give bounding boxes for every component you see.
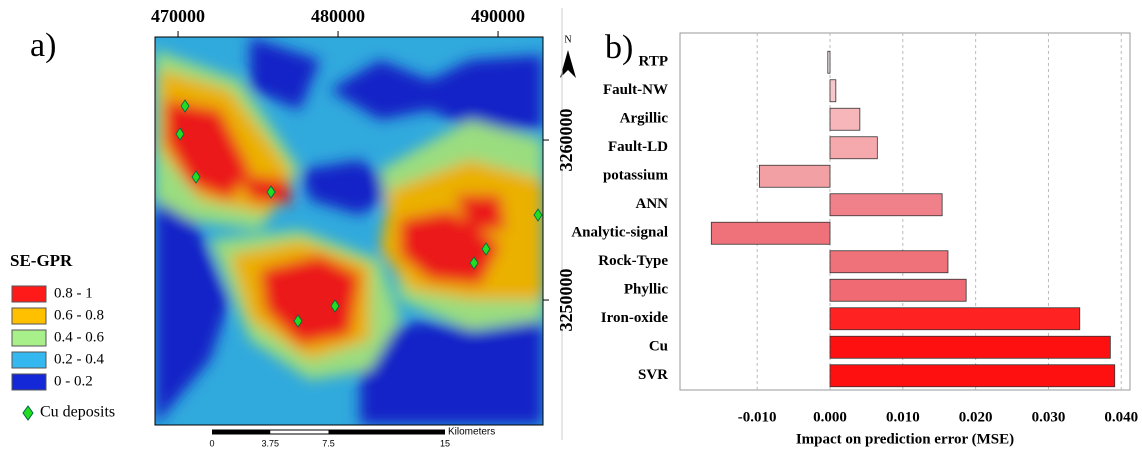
- x-tick-label: 0.010: [886, 409, 920, 425]
- bar: [830, 365, 1115, 387]
- panel-label: a): [30, 27, 56, 64]
- y-tick-label: SVR: [638, 367, 668, 383]
- y-tick-label: potassium: [603, 168, 669, 184]
- map-x-tick-label: 480000: [311, 6, 365, 26]
- x-tick-label: 0.040: [1104, 409, 1138, 425]
- legend-label: 0.8 - 1: [54, 285, 93, 301]
- bar: [830, 80, 836, 102]
- legend-label: 0.6 - 0.8: [54, 307, 104, 323]
- bar: [759, 165, 830, 187]
- x-tick-label: -0.010: [738, 409, 777, 425]
- map-y-tick-label: 3260000: [556, 109, 576, 172]
- bar: [828, 51, 830, 73]
- bar: [830, 194, 942, 216]
- x-tick-label: 0.020: [959, 409, 993, 425]
- legend-swatch: [12, 352, 46, 368]
- map-raster: [155, 37, 543, 425]
- y-tick-label: Fault-LD: [608, 139, 668, 155]
- legend-label: 0.2 - 0.4: [54, 351, 104, 367]
- north-label: N: [564, 34, 571, 45]
- y-tick-label: Fault-NW: [603, 82, 668, 98]
- x-axis-title: Impact on prediction error (MSE): [796, 431, 1014, 447]
- bar: [830, 279, 966, 301]
- legend-swatch: [12, 330, 46, 346]
- bar: [830, 308, 1080, 330]
- y-tick-label: Phyllic: [624, 282, 669, 298]
- bar: [830, 336, 1110, 358]
- bar: [830, 108, 860, 130]
- legend-swatch: [12, 286, 46, 302]
- legend-deposit-marker: [23, 406, 33, 420]
- scale-label: 3.75: [261, 438, 279, 448]
- map-x-tick-label: 470000: [151, 6, 205, 26]
- bar: [830, 251, 948, 273]
- legend-title: SE-GPR: [10, 251, 73, 270]
- bar: [830, 137, 877, 159]
- legend-swatch: [12, 308, 46, 324]
- bar: [711, 222, 830, 244]
- x-tick-label: 0.000: [813, 409, 847, 425]
- scale-label: 7.5: [322, 438, 335, 448]
- x-tick-label: 0.030: [1032, 409, 1066, 425]
- scale-label: 0: [209, 438, 214, 448]
- legend-label: 0 - 0.2: [54, 373, 93, 389]
- legend-label: 0.4 - 0.6: [54, 329, 104, 345]
- map-x-tick-label: 490000: [471, 6, 525, 26]
- panel-label: b): [605, 29, 633, 66]
- legend-deposits: Cu deposits: [40, 404, 115, 421]
- legend-swatch: [12, 374, 46, 390]
- y-tick-label: Argillic: [620, 111, 669, 127]
- y-tick-label: Analytic-signal: [571, 225, 668, 241]
- scale-unit: Kilometers: [448, 427, 495, 438]
- y-tick-label: ANN: [636, 196, 669, 212]
- y-tick-label: Iron-oxide: [601, 310, 669, 326]
- y-tick-label: Cu: [649, 339, 668, 355]
- y-tick-label: RTP: [639, 54, 668, 70]
- scale-segment: [270, 431, 328, 434]
- figure: a) N SE-GPR Cu deposits b) Impact on pre…: [0, 0, 1142, 450]
- map-y-tick-label: 3250000: [556, 269, 576, 332]
- scale-label: 15: [440, 438, 450, 448]
- y-tick-label: Rock-Type: [598, 253, 668, 269]
